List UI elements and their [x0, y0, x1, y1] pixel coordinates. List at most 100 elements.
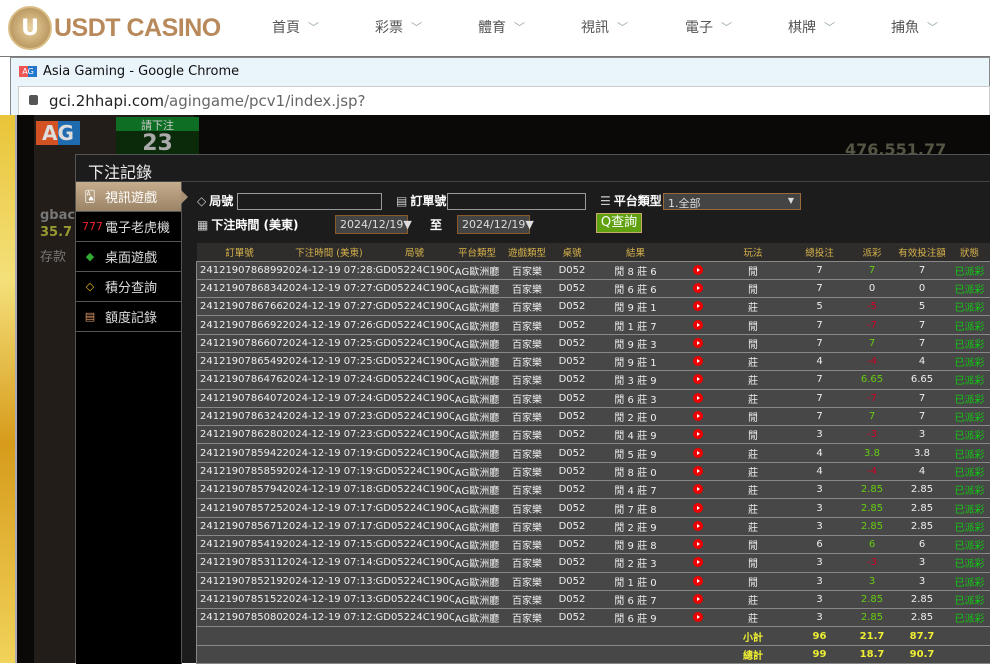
play-video-icon[interactable] [693, 539, 703, 549]
cell-total-bet: 7 [791, 389, 849, 407]
cell-total-bet: 7 [791, 316, 849, 334]
video-replay-cell[interactable] [681, 590, 716, 608]
play-video-icon[interactable] [693, 301, 703, 311]
play-video-icon[interactable] [693, 594, 703, 604]
nav-item[interactable]: 捕魚﹀ [891, 17, 938, 37]
video-replay-cell[interactable] [681, 499, 716, 517]
date-to-select[interactable]: 2024/12/19▼ [457, 215, 530, 234]
video-replay-cell[interactable] [681, 572, 716, 590]
nav-item-label: 電子 [685, 17, 713, 37]
video-replay-cell[interactable] [681, 444, 716, 462]
video-replay-cell[interactable] [681, 554, 716, 572]
table-row: 2412190785725942024-12-19 07:17:52GD0522… [197, 499, 990, 517]
nav-item[interactable]: 視訊﹀ [581, 17, 628, 37]
video-replay-cell[interactable] [681, 352, 716, 370]
play-video-icon[interactable] [693, 338, 703, 348]
address-bar[interactable]: gci.2hhapi.com/agingame/pcv1/index.jsp? [18, 86, 990, 116]
play-video-icon[interactable] [693, 411, 703, 421]
date-from-select[interactable]: 2024/12/19▼ [335, 215, 408, 234]
video-replay-cell[interactable] [681, 462, 716, 480]
cell-status: 已派彩 [949, 316, 990, 334]
deposit-link[interactable]: 存款 [40, 246, 66, 265]
round-input[interactable] [237, 193, 382, 210]
play-video-icon[interactable] [693, 521, 703, 531]
nav-item[interactable]: 棋牌﹀ [788, 17, 835, 37]
nav-item[interactable]: 彩票﹀ [375, 17, 422, 37]
video-replay-cell[interactable] [681, 371, 716, 389]
video-replay-cell[interactable] [681, 535, 716, 553]
cell-result: 閒 2 莊 9 [591, 517, 681, 535]
video-replay-cell[interactable] [681, 279, 716, 297]
menu-item[interactable]: ◇積分查詢 [76, 272, 181, 302]
cell-payout: 3 [849, 572, 896, 590]
platform-select[interactable]: 1.全部▼ [663, 193, 801, 210]
nav-item-label: 棋牌 [788, 17, 816, 37]
play-video-icon[interactable] [693, 265, 703, 275]
play-video-icon[interactable] [693, 429, 703, 439]
play-video-icon[interactable] [693, 320, 703, 330]
play-video-icon[interactable] [693, 448, 703, 458]
cell-total-bet: 5 [791, 298, 849, 316]
cell-valid-bet: 2.85 [896, 499, 949, 517]
cell-bet-time: 2024-12-19 07:17:52 [283, 499, 376, 517]
cell-play-type: 莊 [716, 352, 791, 370]
cell-order-no: 241219078628009 [197, 426, 283, 444]
video-replay-cell[interactable] [681, 481, 716, 499]
menu-item[interactable]: ◆桌面遊戲 [76, 242, 181, 272]
play-video-icon[interactable] [693, 576, 703, 586]
play-video-icon[interactable] [693, 356, 703, 366]
empty-cell [554, 645, 591, 663]
nav-item-label: 捕魚 [891, 17, 919, 37]
cell-result: 閒 9 莊 1 [591, 298, 681, 316]
column-header: 派彩 [849, 243, 896, 261]
cell-game-type: 百家樂 [501, 334, 554, 352]
order-input[interactable] [447, 193, 586, 210]
video-replay-cell[interactable] [681, 426, 716, 444]
video-replay-cell[interactable] [681, 261, 716, 279]
play-video-icon[interactable] [693, 503, 703, 513]
subtotal-bet: 96 [791, 627, 849, 645]
query-button[interactable]: Q查詢 [596, 213, 642, 233]
play-video-icon[interactable] [693, 484, 703, 494]
cell-order-no: 241219078640719 [197, 389, 283, 407]
play-video-icon[interactable] [693, 557, 703, 567]
play-video-icon[interactable] [693, 393, 703, 403]
video-replay-cell[interactable] [681, 298, 716, 316]
cell-order-no: 241219078594265 [197, 444, 283, 462]
nav-item[interactable]: 首頁﹀ [272, 17, 319, 37]
menu-item[interactable]: ▤額度記錄 [76, 302, 181, 332]
video-replay-cell[interactable] [681, 407, 716, 425]
play-video-icon[interactable] [693, 612, 703, 622]
empty-cell [454, 627, 501, 645]
nav-item[interactable]: 電子﹀ [685, 17, 732, 37]
video-replay-cell[interactable] [681, 609, 716, 627]
cell-table-no: D052 [554, 481, 591, 499]
video-replay-cell[interactable] [681, 334, 716, 352]
play-video-icon[interactable] [693, 283, 703, 293]
table-row: 2412190786834362024-12-19 07:27:50GD0522… [197, 279, 990, 297]
cell-game-type: 百家樂 [501, 481, 554, 499]
round-label: ◇局號 [197, 192, 233, 209]
cell-total-bet: 7 [791, 334, 849, 352]
video-replay-cell[interactable] [681, 389, 716, 407]
site-logo[interactable]: U USDT CASINO [8, 6, 221, 50]
column-header: 結果 [591, 243, 681, 261]
menu-item-label: 桌面遊戲 [105, 247, 157, 266]
cell-result: 閒 3 莊 9 [591, 371, 681, 389]
cell-play-type: 莊 [716, 462, 791, 480]
menu-item[interactable]: 🂡視訊遊戲 [76, 182, 181, 212]
cell-bet-time: 2024-12-19 07:13:47 [283, 572, 376, 590]
video-replay-cell[interactable] [681, 517, 716, 535]
cell-table-no: D052 [554, 261, 591, 279]
video-replay-cell[interactable] [681, 316, 716, 334]
cell-result: 閒 6 莊 3 [591, 389, 681, 407]
table-row: 2412190785859892024-12-19 07:19:05GD0522… [197, 462, 990, 480]
play-video-icon[interactable] [693, 466, 703, 476]
cell-result: 閒 6 莊 7 [591, 590, 681, 608]
nav-item[interactable]: 體育﹀ [478, 17, 525, 37]
total-payout: 18.7 [849, 645, 896, 663]
cell-order-no: 241219078660712 [197, 334, 283, 352]
play-video-icon[interactable] [693, 374, 703, 384]
